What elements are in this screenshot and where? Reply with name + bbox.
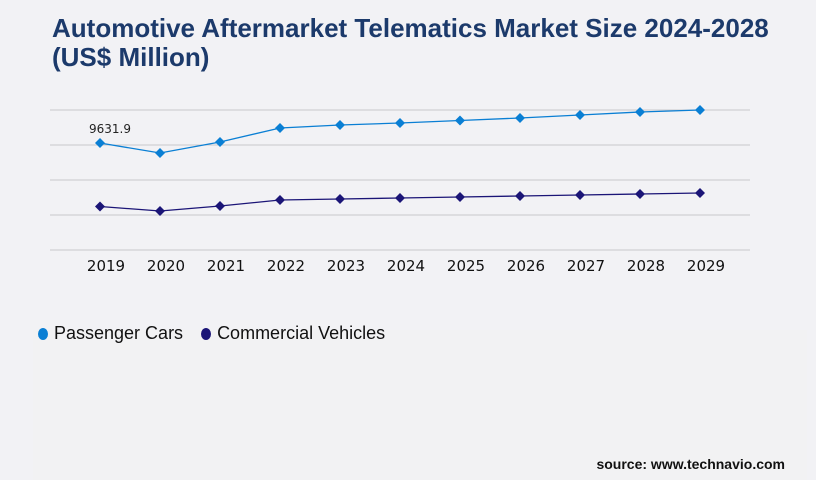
x-tick-label: 2026 xyxy=(507,257,545,275)
data-point xyxy=(215,137,225,147)
data-point xyxy=(575,110,585,120)
legend-label: Passenger Cars xyxy=(54,323,184,343)
x-tick-label: 2024 xyxy=(387,257,425,275)
background-panel xyxy=(33,330,807,480)
line-chart: 2019 2020 2021 2022 2023 2024 2025 2026 2027 2028… xyxy=(50,105,750,275)
data-point xyxy=(515,113,525,123)
legend-label: Commercial Vehicles xyxy=(217,323,386,343)
data-point xyxy=(395,118,405,128)
x-tick-label: 2019 xyxy=(87,257,125,275)
series-line xyxy=(99,109,701,154)
data-point xyxy=(95,137,105,148)
x-tick-label: 2021 xyxy=(207,257,245,275)
source-text: source: www.technavio.com xyxy=(596,456,785,472)
data-point xyxy=(335,194,345,204)
legend-marker-icon xyxy=(38,327,48,340)
data-point xyxy=(395,193,405,203)
data-point xyxy=(635,189,645,199)
data-label: 9631.9 xyxy=(89,122,131,136)
x-tick-label: 2022 xyxy=(267,257,305,275)
chart-title: Automotive Aftermarket Telematics Market… xyxy=(52,13,769,72)
legend-item-passenger-cars[interactable]: Passenger Cars xyxy=(38,323,183,344)
data-point xyxy=(455,192,465,202)
x-tick-label: 2027 xyxy=(567,257,605,275)
data-point xyxy=(455,115,465,126)
data-point xyxy=(95,201,105,212)
data-point xyxy=(515,191,525,201)
data-point xyxy=(275,195,285,205)
data-point xyxy=(635,107,645,117)
data-point xyxy=(275,123,285,133)
legend: Passenger Cars Commercial Vehicles xyxy=(38,323,385,344)
x-tick-label: 2025 xyxy=(447,257,485,275)
data-point xyxy=(215,201,225,211)
x-tick-label: 2028 xyxy=(627,257,665,275)
x-tick-label: 2023 xyxy=(327,257,365,275)
data-point xyxy=(695,105,705,115)
data-point xyxy=(335,120,345,130)
x-tick-label: 2029 xyxy=(687,257,725,275)
data-point xyxy=(695,188,705,198)
data-point xyxy=(155,148,165,158)
legend-marker-icon xyxy=(201,327,212,340)
x-tick-label: 2020 xyxy=(147,257,185,275)
data-point xyxy=(155,206,165,216)
data-point xyxy=(575,190,585,200)
legend-item-commercial-vehicles[interactable]: Commercial Vehicles xyxy=(201,323,385,344)
